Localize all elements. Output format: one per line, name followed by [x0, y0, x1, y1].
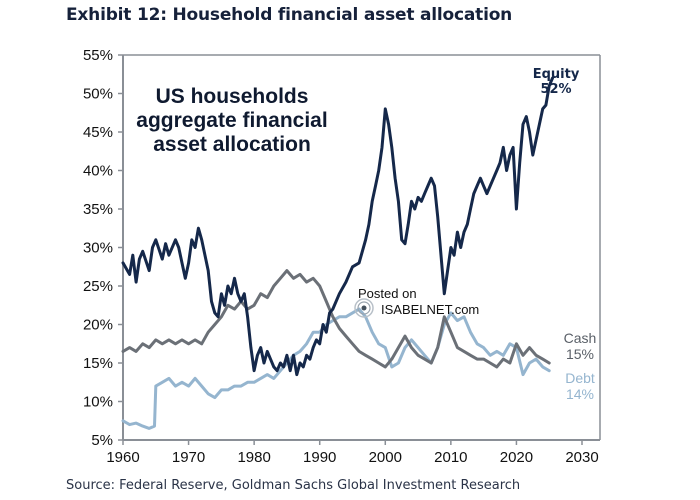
y-tick-label: 20%	[83, 317, 113, 334]
x-tick-label: 1990	[303, 449, 336, 466]
y-axis: 5% 10% 15% 20% 25% 30% 35% 40% 45% 50% 55%	[83, 47, 123, 449]
isabelnet-logo-icon	[354, 298, 374, 318]
x-tick-label: 2010	[434, 449, 467, 466]
series-line-debt	[121, 307, 551, 430]
x-tick-label: 1960	[106, 449, 139, 466]
debt-value: 14%	[566, 386, 594, 402]
x-tick-label: 1970	[172, 449, 205, 466]
y-tick-label: 55%	[83, 47, 113, 64]
series-lines	[121, 76, 554, 430]
annotation: US households aggregate financial asset …	[136, 85, 327, 156]
y-tick-label: 30%	[83, 240, 113, 257]
y-tick-label: 10%	[83, 394, 113, 411]
x-tick-label: 1980	[237, 449, 270, 466]
x-tick-label: 2020	[500, 449, 533, 466]
y-tick-label: 5%	[91, 432, 113, 449]
x-tick-label: 2030	[565, 449, 598, 466]
y-tick-label: 40%	[83, 163, 113, 180]
end-labels: Equity 52% Cash 15% Debt 14%	[533, 67, 597, 402]
x-tick-label: 2000	[369, 449, 402, 466]
cash-label: Cash	[564, 330, 597, 346]
annotation-line-3: asset allocation	[153, 133, 311, 156]
watermark-line-2: ISABELNET.com	[381, 302, 479, 317]
y-tick-label: 25%	[83, 278, 113, 295]
x-axis: 1960 1970 1980 1990 2000 2010 2020 2030	[106, 440, 599, 466]
y-tick-label: 45%	[83, 124, 113, 141]
watermark-line-1: Posted on	[358, 286, 417, 301]
y-tick-label: 15%	[83, 355, 113, 372]
y-tick-label: 50%	[83, 86, 113, 103]
cash-value: 15%	[566, 346, 594, 362]
series-line-equity	[121, 76, 554, 377]
y-tick-label: 35%	[83, 201, 113, 218]
source-note: Source: Federal Reserve, Goldman Sachs G…	[66, 478, 521, 493]
chart-title: Exhibit 12: Household financial asset al…	[66, 5, 513, 25]
watermark: Posted on ISABELNET.com	[354, 286, 479, 318]
series-line-cash	[121, 269, 551, 369]
equity-label: Equity	[533, 67, 580, 82]
annotation-line-1: US households	[156, 85, 309, 108]
line-chart: 5% 10% 15% 20% 25% 30% 35% 40% 45% 50% 55% 1960 197…	[83, 47, 601, 466]
debt-label: Debt	[565, 370, 595, 386]
annotation-line-2: aggregate financial	[136, 109, 327, 132]
equity-value: 52%	[540, 82, 571, 97]
